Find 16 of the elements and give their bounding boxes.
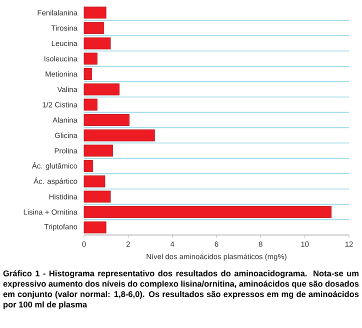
bar [84,175,106,188]
bar [84,83,120,96]
bar [84,206,332,218]
bar [84,144,113,157]
bar [84,114,130,126]
text: Gráfico 1 - Histograma representativo dos resultados do aminoacidograma. Nota-se um expressivo aumento dos níveis do complexo lisina/ornitina, aminoácidos que são dosados em conjunto (valor normal: 1,8-6,0). Os resultados são expressos em mg de aminoácidos por 100 ml de plasma [3,270,359,310]
bar [84,221,106,234]
bar [84,22,104,34]
bar [84,52,98,65]
bar [84,190,111,203]
bar [84,37,111,50]
bar [84,160,94,172]
bar [84,98,98,111]
bar [84,129,155,142]
bar [84,68,92,80]
bar [84,6,106,19]
